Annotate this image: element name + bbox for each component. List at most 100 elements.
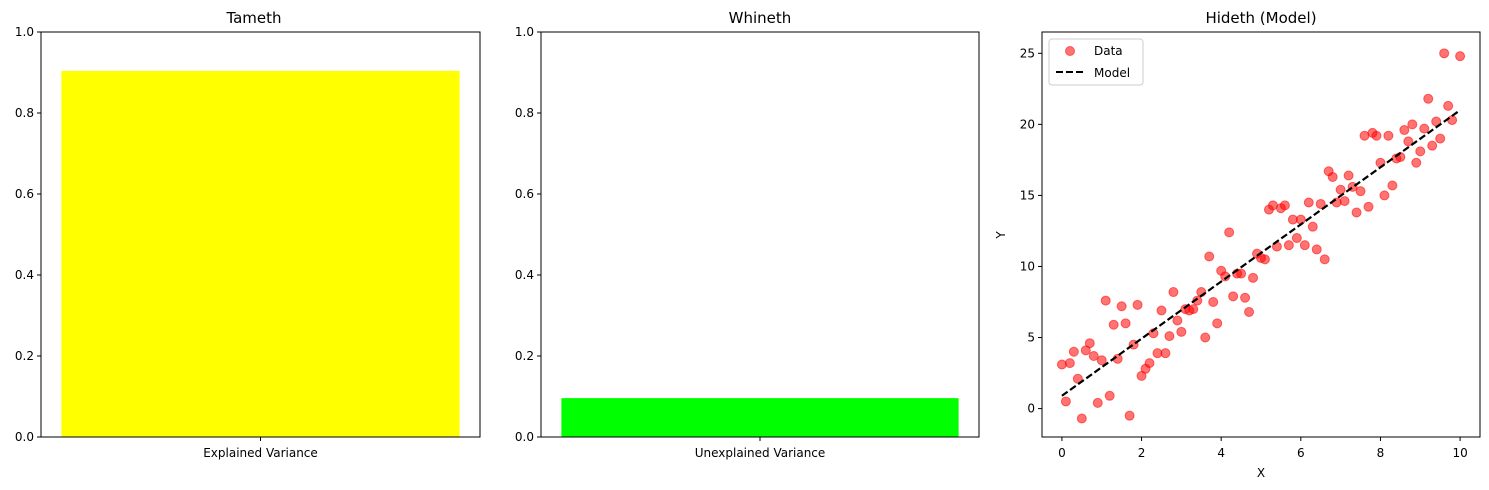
data-point [1124,410,1135,421]
y-tick-label: 0.2 [15,349,34,363]
data-point [1228,291,1239,302]
data-point [1339,196,1350,207]
unexplained-marks [561,398,959,437]
data-point [1423,93,1434,104]
y-tick-label: 10 [1020,259,1035,273]
data-point [1096,355,1107,366]
model-panel: Hideth (Model) 0 5 10 15 20 25 0 2 4 6 8 10 X Y Da… [994,9,1481,480]
data-point [1056,359,1067,370]
data-point [1407,119,1418,130]
y-tick-label: 0.6 [515,187,534,201]
x-tick-label: 10 [1452,446,1467,460]
x-tick-label: 6 [1297,446,1305,460]
data-point [1279,200,1290,211]
data-point [1176,326,1187,337]
data-point [1291,233,1302,244]
bar [61,70,460,437]
y-tick-label: 0.8 [15,106,34,120]
data-point [1108,319,1119,330]
data-point [1156,305,1167,316]
data-point [1295,214,1306,225]
data-point [1236,268,1247,279]
x-tick-label: 8 [1377,446,1385,460]
data-point [1100,295,1111,306]
x-tick-label: 4 [1217,446,1225,460]
data-point [1240,292,1251,303]
data-point [1343,170,1354,181]
data-point [1132,299,1143,310]
y-tick-label: 0.2 [515,349,534,363]
data-point [1076,413,1087,424]
data-point [1144,358,1155,369]
y-tick-label: 0.4 [515,268,534,282]
data-point [1435,133,1446,144]
y-tick-label: 5 [1027,331,1035,345]
data-point [1068,346,1079,357]
data-point [1403,136,1414,147]
data-point [1116,301,1127,312]
y-tick-label: 0.8 [515,106,534,120]
y-tick-label: 0.6 [15,187,34,201]
data-point [1447,115,1458,126]
model-y-axis: 0 5 10 15 20 25 [1020,46,1042,416]
explained-panel-title: Tameth [225,9,281,27]
x-tick-label: Explained Variance [203,446,318,460]
x-axis-label: X [1257,466,1265,480]
data-point [1160,348,1171,359]
y-tick-label: 0.0 [515,430,534,444]
y-tick-label: 0 [1027,402,1035,416]
data-point [1064,358,1075,369]
data-point [1387,180,1398,191]
unexplained-panel-title: Whineth [729,9,792,27]
legend-model-label: Model [1094,66,1130,80]
data-point [1443,100,1454,111]
data-point [1351,207,1362,218]
unexplained-variance-panel: Whineth 0.0 0.2 0.4 0.6 0.8 1.0 Unexplained V… [515,9,980,460]
data-point [1188,304,1199,315]
x-tick-label: Unexplained Variance [695,446,826,460]
y-tick-label: 1.0 [15,25,34,39]
data-point [1383,130,1394,141]
data-point [1120,318,1131,329]
y-tick-label: 15 [1020,188,1035,202]
data-point [1379,190,1390,201]
bar [561,398,959,437]
data-point [1427,140,1438,151]
model-x-axis: 0 2 4 6 8 10 [1058,437,1468,460]
data-point [1439,48,1450,59]
model-marks [1056,48,1466,424]
data-point [1363,201,1374,212]
data-point [1060,396,1071,407]
x-tick-label: 2 [1138,446,1146,460]
legend: Data Model [1048,38,1144,86]
data-point [1104,390,1115,401]
data-point [1411,157,1422,168]
unexplained-y-axis: 0.0 0.2 0.4 0.6 0.8 1.0 [515,25,541,444]
legend-data-marker [1065,46,1075,56]
data-point [1248,272,1259,283]
data-point [1224,227,1235,238]
model-panel-title: Hideth (Model) [1205,9,1316,27]
data-point [1399,125,1410,136]
explained-variance-panel: Tameth 0.0 0.2 0.4 0.6 0.8 1.0 Explained Vari… [15,9,481,460]
y-axis-label: Y [994,231,1008,240]
data-point [1299,240,1310,251]
data-point [1335,184,1346,195]
data-point [1307,221,1318,232]
data-point [1259,254,1270,265]
data-point [1088,351,1099,361]
data-point [1371,130,1382,141]
data-point [1084,338,1095,349]
y-tick-label: 0.4 [15,268,34,282]
data-point [1315,198,1326,209]
data-point [1200,332,1211,343]
data-point [1303,197,1314,208]
data-point [1331,197,1342,208]
data-point [1319,254,1330,265]
data-point [1327,171,1338,182]
data-point [1092,397,1103,408]
data-point [1415,146,1426,157]
model-line [1061,109,1461,397]
data-point [1204,251,1215,262]
